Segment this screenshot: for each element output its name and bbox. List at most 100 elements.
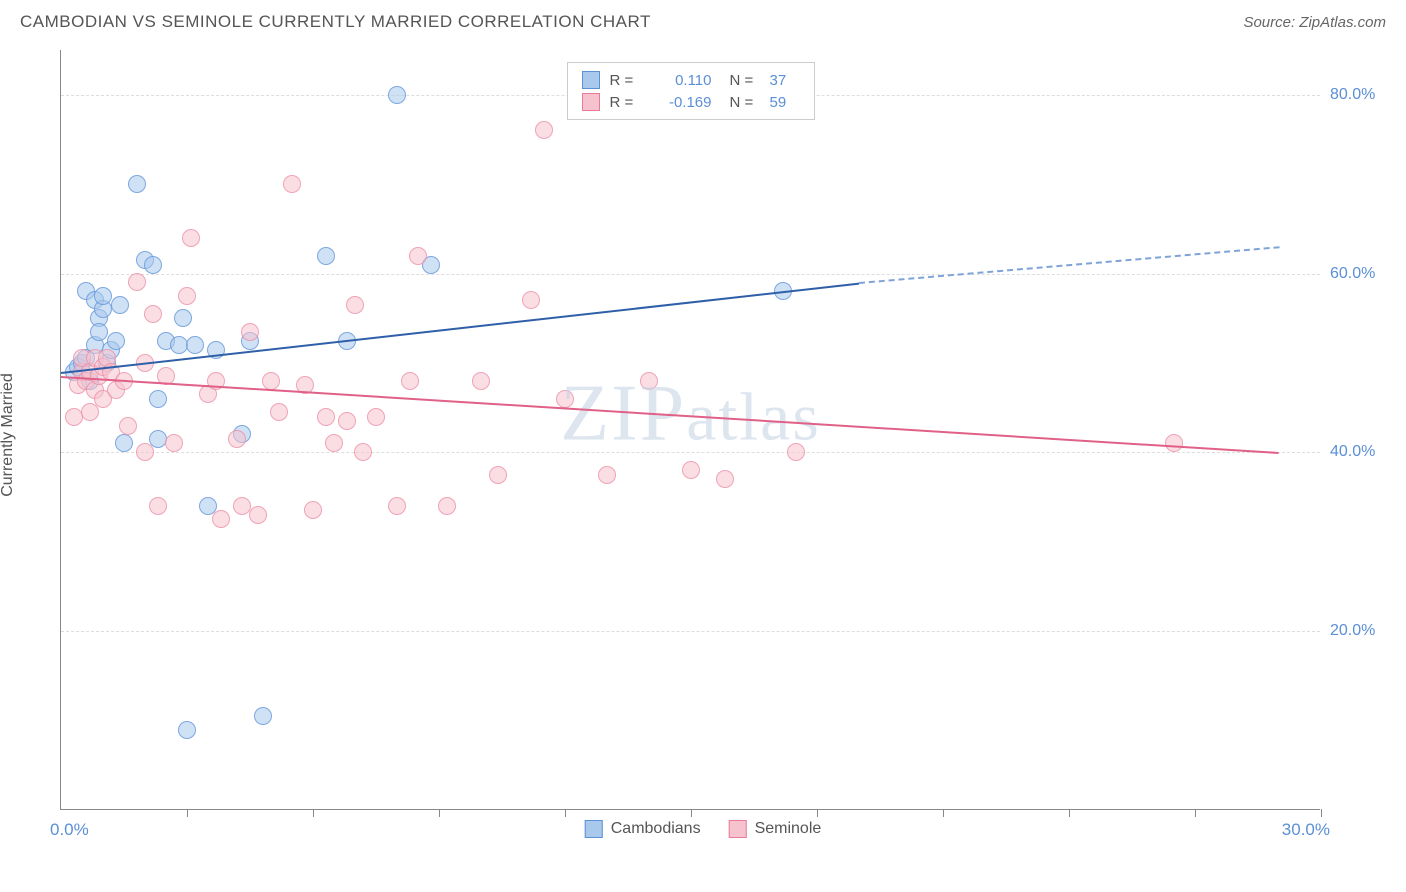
- chart-title: CAMBODIAN VS SEMINOLE CURRENTLY MARRIED …: [20, 12, 651, 32]
- scatter-point-cambodians: [149, 390, 167, 408]
- scatter-point-seminole: [317, 408, 335, 426]
- xtick: [1321, 809, 1322, 817]
- xtick: [565, 809, 566, 817]
- scatter-point-cambodians: [90, 323, 108, 341]
- ytick-label: 80.0%: [1330, 86, 1378, 104]
- scatter-point-seminole: [598, 466, 616, 484]
- scatter-point-cambodians: [178, 721, 196, 739]
- scatter-point-seminole: [716, 470, 734, 488]
- scatter-point-cambodians: [128, 175, 146, 193]
- xtick: [943, 809, 944, 817]
- y-axis-label: Currently Married: [0, 373, 17, 497]
- scatter-point-cambodians: [186, 336, 204, 354]
- scatter-point-seminole: [262, 372, 280, 390]
- swatch-blue: [585, 820, 603, 838]
- xtick: [439, 809, 440, 817]
- plot-area: ZIPatlas R = 0.110 N = 37 R = -0.169 N =…: [60, 50, 1320, 810]
- r-value-cambodians: 0.110: [652, 72, 712, 89]
- scatter-point-seminole: [535, 121, 553, 139]
- scatter-point-seminole: [233, 497, 251, 515]
- scatter-point-cambodians: [115, 434, 133, 452]
- header: CAMBODIAN VS SEMINOLE CURRENTLY MARRIED …: [0, 0, 1406, 40]
- scatter-point-cambodians: [107, 332, 125, 350]
- chart-container: Currently Married ZIPatlas R = 0.110 N =…: [20, 40, 1386, 830]
- ytick-label: 20.0%: [1330, 622, 1378, 640]
- n-label: N =: [730, 72, 760, 89]
- n-label: N =: [730, 94, 760, 111]
- scatter-point-seminole: [212, 510, 230, 528]
- scatter-point-cambodians: [254, 707, 272, 725]
- swatch-pink: [729, 820, 747, 838]
- n-value-cambodians: 37: [770, 72, 800, 89]
- scatter-point-seminole: [270, 403, 288, 421]
- xtick: [187, 809, 188, 817]
- scatter-point-seminole: [165, 434, 183, 452]
- swatch-pink: [582, 93, 600, 111]
- scatter-point-seminole: [119, 417, 137, 435]
- r-label: R =: [610, 94, 642, 111]
- scatter-point-seminole: [325, 434, 343, 452]
- legend-row-cambodians: R = 0.110 N = 37: [582, 69, 800, 91]
- scatter-point-seminole: [640, 372, 658, 390]
- x-max-label: 30.0%: [1282, 820, 1330, 840]
- xtick: [1069, 809, 1070, 817]
- scatter-point-seminole: [249, 506, 267, 524]
- scatter-point-seminole: [401, 372, 419, 390]
- legend-item-cambodians: Cambodians: [585, 820, 701, 838]
- scatter-point-seminole: [144, 305, 162, 323]
- scatter-point-cambodians: [144, 256, 162, 274]
- scatter-point-cambodians: [94, 287, 112, 305]
- gridline: [61, 631, 1320, 632]
- swatch-blue: [582, 71, 600, 89]
- scatter-point-seminole: [787, 443, 805, 461]
- x-min-label: 0.0%: [50, 820, 89, 840]
- series-legend: Cambodians Seminole: [585, 820, 822, 838]
- scatter-point-seminole: [489, 466, 507, 484]
- scatter-point-cambodians: [170, 336, 188, 354]
- legend-item-seminole: Seminole: [729, 820, 822, 838]
- correlation-legend: R = 0.110 N = 37 R = -0.169 N = 59: [567, 62, 815, 120]
- scatter-point-cambodians: [317, 247, 335, 265]
- scatter-point-seminole: [182, 229, 200, 247]
- scatter-point-cambodians: [174, 309, 192, 327]
- scatter-point-seminole: [682, 461, 700, 479]
- scatter-point-seminole: [409, 247, 427, 265]
- legend-row-seminole: R = -0.169 N = 59: [582, 91, 800, 113]
- legend-label: Cambodians: [611, 820, 701, 838]
- gridline: [61, 274, 1320, 275]
- scatter-point-seminole: [367, 408, 385, 426]
- trendline-cambodians-ext: [859, 247, 1279, 285]
- scatter-point-seminole: [241, 323, 259, 341]
- xtick: [817, 809, 818, 817]
- gridline: [61, 452, 1320, 453]
- scatter-point-seminole: [1165, 434, 1183, 452]
- source-label: Source: ZipAtlas.com: [1243, 14, 1386, 31]
- scatter-point-seminole: [388, 497, 406, 515]
- scatter-point-seminole: [556, 390, 574, 408]
- scatter-point-seminole: [149, 497, 167, 515]
- ytick-label: 60.0%: [1330, 265, 1378, 283]
- scatter-point-seminole: [128, 273, 146, 291]
- legend-label: Seminole: [755, 820, 822, 838]
- scatter-point-seminole: [522, 291, 540, 309]
- scatter-point-seminole: [228, 430, 246, 448]
- xtick: [1195, 809, 1196, 817]
- scatter-point-seminole: [136, 443, 154, 461]
- r-value-seminole: -0.169: [652, 94, 712, 111]
- scatter-point-seminole: [283, 175, 301, 193]
- xtick: [691, 809, 692, 817]
- scatter-point-seminole: [304, 501, 322, 519]
- scatter-point-cambodians: [388, 86, 406, 104]
- scatter-point-seminole: [346, 296, 364, 314]
- ytick-label: 40.0%: [1330, 443, 1378, 461]
- xtick: [313, 809, 314, 817]
- scatter-point-seminole: [472, 372, 490, 390]
- scatter-point-seminole: [178, 287, 196, 305]
- scatter-point-cambodians: [111, 296, 129, 314]
- r-label: R =: [610, 72, 642, 89]
- scatter-point-seminole: [438, 497, 456, 515]
- scatter-point-seminole: [354, 443, 372, 461]
- scatter-point-seminole: [338, 412, 356, 430]
- scatter-point-seminole: [65, 408, 83, 426]
- n-value-seminole: 59: [770, 94, 800, 111]
